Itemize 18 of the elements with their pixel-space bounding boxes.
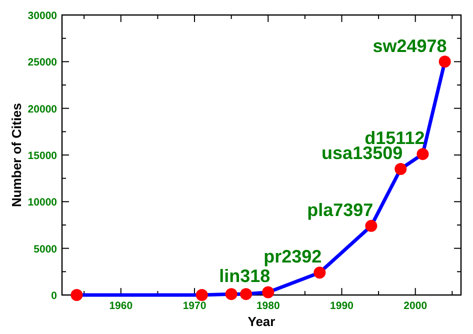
y-tick-label: 30000 — [28, 10, 58, 22]
y-tick-label: 10000 — [28, 196, 58, 209]
y-tick-label: 20000 — [28, 103, 58, 116]
y-tick-label: 0 — [51, 290, 58, 302]
annotation: sw24978 — [372, 36, 447, 56]
x-tick-label: 1960 — [109, 300, 133, 312]
annotation: lin318 — [219, 266, 270, 286]
y-tick-label: 25000 — [28, 56, 58, 69]
y-axis-title: Number of Cities — [9, 102, 24, 208]
x-tick-label: 1980 — [256, 300, 280, 312]
annotation: pla7397 — [307, 200, 374, 220]
y-tick-label: 5000 — [34, 243, 58, 256]
x-tick-label: 1970 — [182, 300, 206, 312]
x-tick-label: 1990 — [330, 300, 354, 312]
x-tick-label: 2000 — [404, 300, 428, 312]
annotation: pr2392 — [264, 246, 322, 267]
y-tick-label: 15000 — [28, 150, 58, 162]
x-axis-title: Year — [248, 314, 276, 329]
